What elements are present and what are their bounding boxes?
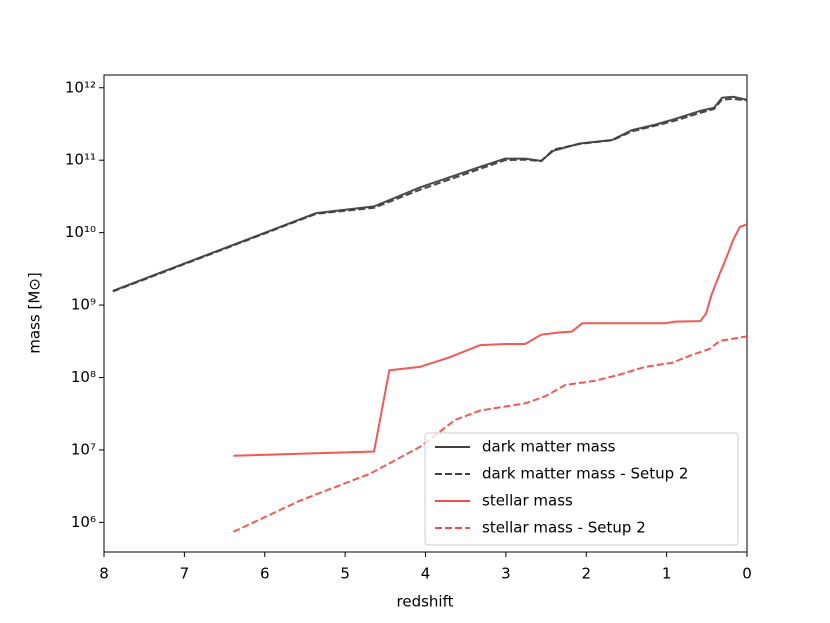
x-tick-label: 7	[180, 565, 190, 583]
x-tick-label: 1	[662, 565, 672, 583]
data-line	[112, 97, 748, 293]
legend-label: dark matter mass - Setup 2	[482, 465, 688, 483]
legend-box	[424, 432, 739, 546]
y-tick-label: 10⁸	[71, 368, 96, 386]
data-line	[233, 223, 748, 457]
legend-label: stellar mass - Setup 2	[482, 519, 646, 537]
x-tick-label: 8	[99, 565, 109, 583]
legend-label: stellar mass	[482, 492, 573, 510]
x-tick-label: 3	[501, 565, 511, 583]
x-tick-label: 5	[340, 565, 350, 583]
y-tick-label: 10⁷	[71, 440, 96, 458]
y-tick-label: 10¹¹	[65, 151, 96, 169]
y-axis-label: mass [M⊙]	[26, 272, 44, 353]
x-tick-label: 4	[421, 565, 431, 583]
y-tick-label: 10¹²	[65, 78, 96, 96]
x-tick-label: 6	[260, 565, 270, 583]
data-line	[232, 335, 748, 533]
x-axis-label: redshift	[397, 593, 454, 611]
x-tick-label: 0	[742, 565, 752, 583]
y-tick-label: 10¹⁰	[65, 223, 96, 241]
y-tick-label: 10⁹	[71, 296, 96, 314]
legend-label: dark matter mass	[482, 438, 616, 456]
x-tick-label: 2	[581, 565, 591, 583]
y-tick-label: 10⁶	[71, 513, 96, 531]
